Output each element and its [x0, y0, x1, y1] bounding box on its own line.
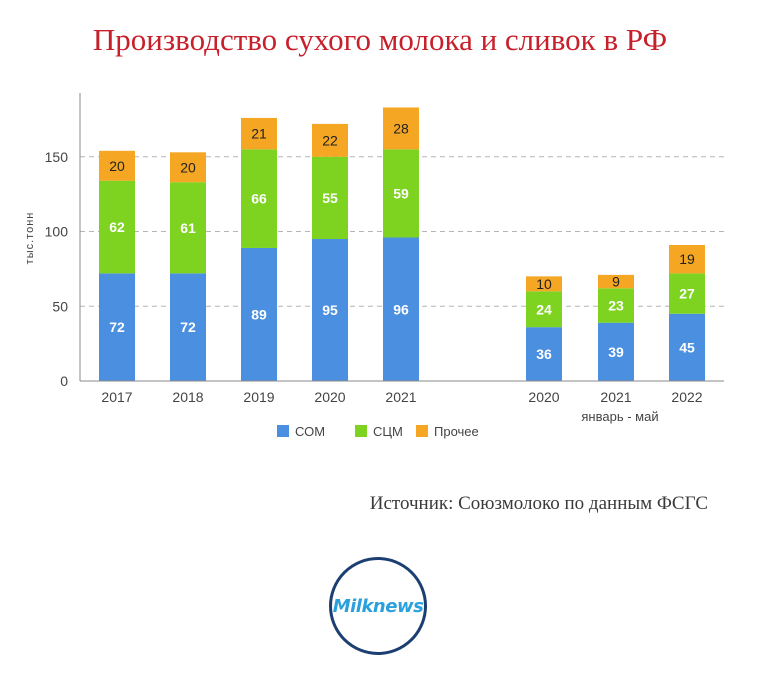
bar-segment — [99, 180, 135, 274]
bar-segment — [526, 327, 562, 381]
bar-segment — [669, 244, 705, 274]
legend-swatch — [355, 425, 367, 437]
bar-segment — [99, 150, 135, 181]
data-label: 22 — [322, 132, 338, 148]
x-tick-label: 2018 — [172, 389, 203, 405]
legend-label: Прочее — [434, 424, 479, 439]
milknews-logo: Milknews — [329, 557, 427, 655]
data-label: 62 — [109, 219, 125, 235]
data-label: 20 — [180, 159, 196, 175]
data-label: 89 — [251, 306, 267, 322]
y-tick-label: 100 — [45, 224, 69, 240]
bar-segment — [598, 322, 634, 381]
bar-segment — [170, 152, 206, 183]
bar-segment — [241, 149, 277, 248]
source-note: Источник: Союзмолоко по данным ФСГС — [369, 493, 708, 514]
bar-segment — [312, 156, 348, 239]
legend-label: СОМ — [295, 424, 325, 439]
data-label: 9 — [612, 274, 620, 290]
bar-segment — [598, 274, 634, 289]
bar-segment — [170, 273, 206, 381]
legend-swatch — [277, 425, 289, 437]
x-tick-label: 2020 — [314, 389, 345, 405]
x-tick-label: 2021 — [385, 389, 416, 405]
data-label: 24 — [536, 301, 552, 317]
bar-segment — [312, 123, 348, 157]
bar-segment — [99, 273, 135, 381]
data-label: 39 — [608, 344, 624, 360]
x-tick-label: 2019 — [243, 389, 274, 405]
data-label: 95 — [322, 302, 338, 318]
data-label: 28 — [393, 120, 409, 136]
legend: СОМ СЦМ Прочее — [277, 424, 479, 439]
x-tick-label: 2022 — [671, 389, 702, 405]
chart-title: Производство сухого молока и сливок в РФ — [92, 22, 668, 57]
bar-segment — [241, 117, 277, 150]
y-tick-label: 50 — [52, 298, 68, 314]
data-label: 45 — [679, 339, 695, 355]
data-label: 21 — [251, 126, 267, 142]
x-tick-label: 2017 — [101, 389, 132, 405]
bar-segment — [383, 107, 419, 150]
legend-label: СЦМ — [373, 424, 403, 439]
bar-segment — [170, 182, 206, 274]
data-label: 59 — [393, 185, 409, 201]
data-label: 27 — [679, 286, 695, 302]
data-label: 23 — [608, 298, 624, 314]
x-tick-label: 2020 — [528, 389, 559, 405]
bar-segment — [383, 237, 419, 381]
bar-segment — [526, 276, 562, 292]
data-label: 55 — [322, 190, 338, 206]
bar-segment — [669, 273, 705, 314]
x-tick-label: 2021 — [600, 389, 631, 405]
data-label: 19 — [679, 251, 695, 267]
bars: 72 62 20 72 61 20 89 66 21 95 55 22 96 59 28 36 24 10 39 23… — [99, 107, 705, 381]
y-axis-label: тыс.тонн — [24, 212, 36, 265]
logo-text: Milknews — [332, 595, 424, 617]
data-label: 20 — [109, 158, 125, 174]
y-tick-label: 0 — [60, 373, 68, 389]
data-label: 72 — [109, 319, 125, 335]
stacked-bar-chart: 72 62 20 72 61 20 89 66 21 95 55 22 96 59 28 36 24 10 39 23… — [24, 93, 724, 439]
data-label: 72 — [180, 319, 196, 335]
x-group-label: январь - май — [581, 409, 658, 424]
bar-segment — [669, 313, 705, 381]
bar-segment — [598, 288, 634, 323]
bar-segment — [526, 291, 562, 328]
data-label: 66 — [251, 191, 267, 207]
y-tick-label: 150 — [45, 149, 69, 165]
bar-segment — [383, 149, 419, 238]
legend-swatch — [416, 425, 428, 437]
bar-segment — [241, 247, 277, 381]
data-label: 36 — [536, 346, 552, 362]
data-label: 61 — [180, 220, 196, 236]
data-label: 10 — [536, 276, 552, 292]
bar-segment — [312, 239, 348, 381]
data-label: 96 — [393, 301, 409, 317]
